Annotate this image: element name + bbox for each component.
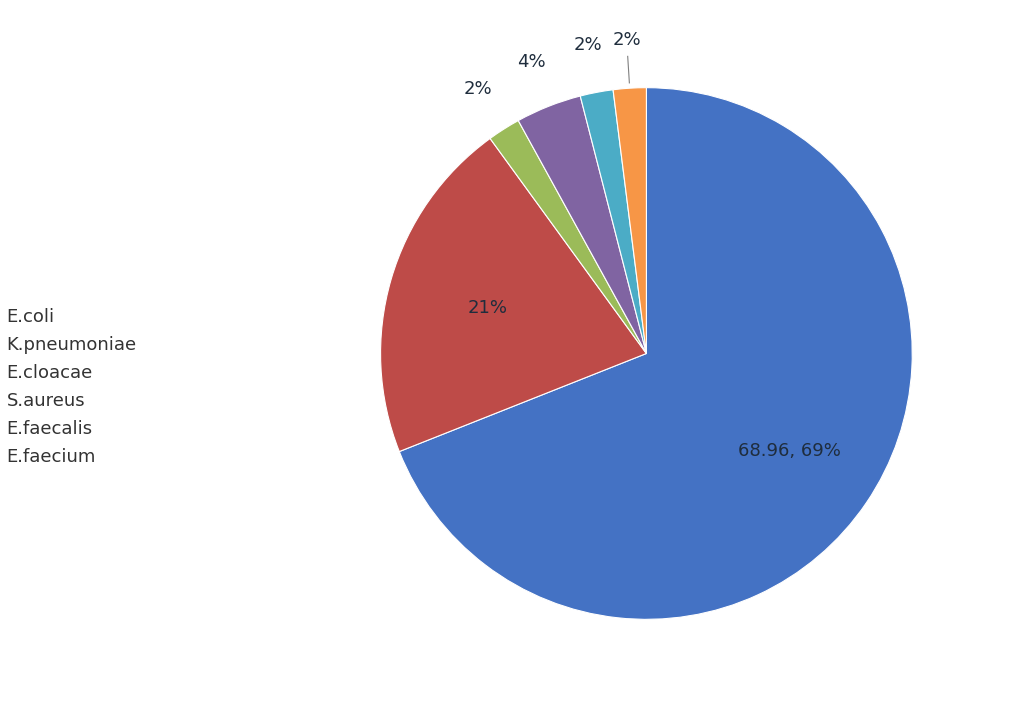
Text: 2%: 2% — [612, 31, 641, 49]
Wedge shape — [381, 139, 646, 452]
Wedge shape — [613, 88, 646, 354]
Text: 21%: 21% — [468, 298, 508, 317]
Text: 2%: 2% — [464, 80, 493, 98]
Wedge shape — [490, 121, 646, 354]
Wedge shape — [399, 88, 912, 619]
Wedge shape — [518, 96, 646, 354]
Wedge shape — [581, 90, 646, 354]
Legend: E.coli, K.pneumoniae, E.cloacae, S.aureus, E.faecalis, E.faecium: E.coli, K.pneumoniae, E.cloacae, S.aureu… — [0, 308, 136, 465]
Text: 2%: 2% — [574, 36, 602, 54]
Text: 4%: 4% — [516, 53, 545, 71]
Text: 68.96, 69%: 68.96, 69% — [738, 442, 840, 460]
